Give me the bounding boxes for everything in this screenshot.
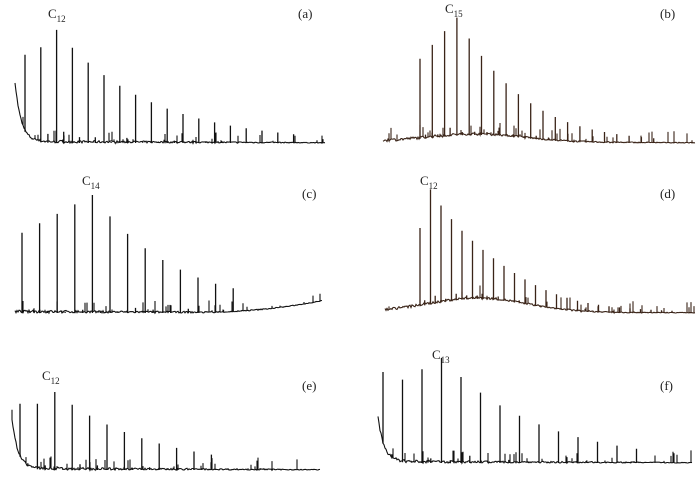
peaks <box>419 189 678 313</box>
peak-label: C14 <box>82 173 100 191</box>
panel: C12 (d) <box>384 173 696 315</box>
peak-label-sub: 12 <box>57 14 66 24</box>
peak-label-base: C <box>82 173 91 188</box>
panel-tag: (b) <box>660 6 675 21</box>
panel-tag: (f) <box>660 378 673 393</box>
panel-tag: (d) <box>660 186 675 201</box>
panel-tag: (e) <box>302 378 316 393</box>
peak-label-sub: 15 <box>454 9 464 19</box>
panel: C14 (c) <box>14 173 323 315</box>
peak-label-base: C <box>420 173 429 188</box>
peaks <box>382 358 646 463</box>
peak-label: C13 <box>432 347 450 365</box>
panel: C12 (e) <box>11 368 321 472</box>
baseline-trace <box>382 123 696 144</box>
baseline-trace <box>14 82 326 145</box>
peaks <box>419 17 660 143</box>
peak-label-sub: 12 <box>429 181 438 191</box>
panel: C15 (b) <box>382 1 696 144</box>
peak-label: C12 <box>42 368 60 386</box>
panel-tag: (c) <box>302 186 316 201</box>
peak-label-sub: 12 <box>51 376 60 386</box>
peak-label-sub: 14 <box>91 181 101 191</box>
panel-tag: (a) <box>298 6 312 21</box>
peak-label: C12 <box>420 173 438 191</box>
peak-label-base: C <box>432 347 441 362</box>
baseline-trace <box>14 293 323 315</box>
peak-label-base: C <box>445 1 454 16</box>
peaks <box>24 29 302 143</box>
panel: C12 (a) <box>14 6 326 145</box>
baseline-trace <box>377 416 693 465</box>
peaks <box>21 195 242 313</box>
peak-label-sub: 13 <box>441 355 451 365</box>
peak-label-base: C <box>42 368 51 383</box>
baseline-trace <box>384 285 696 315</box>
peak-label-base: C <box>48 6 57 21</box>
baseline-trace <box>11 409 321 472</box>
peak-label: C15 <box>445 1 463 19</box>
peaks <box>19 392 220 470</box>
peak-label: C12 <box>48 6 66 24</box>
panel: C13 (f) <box>377 347 693 465</box>
